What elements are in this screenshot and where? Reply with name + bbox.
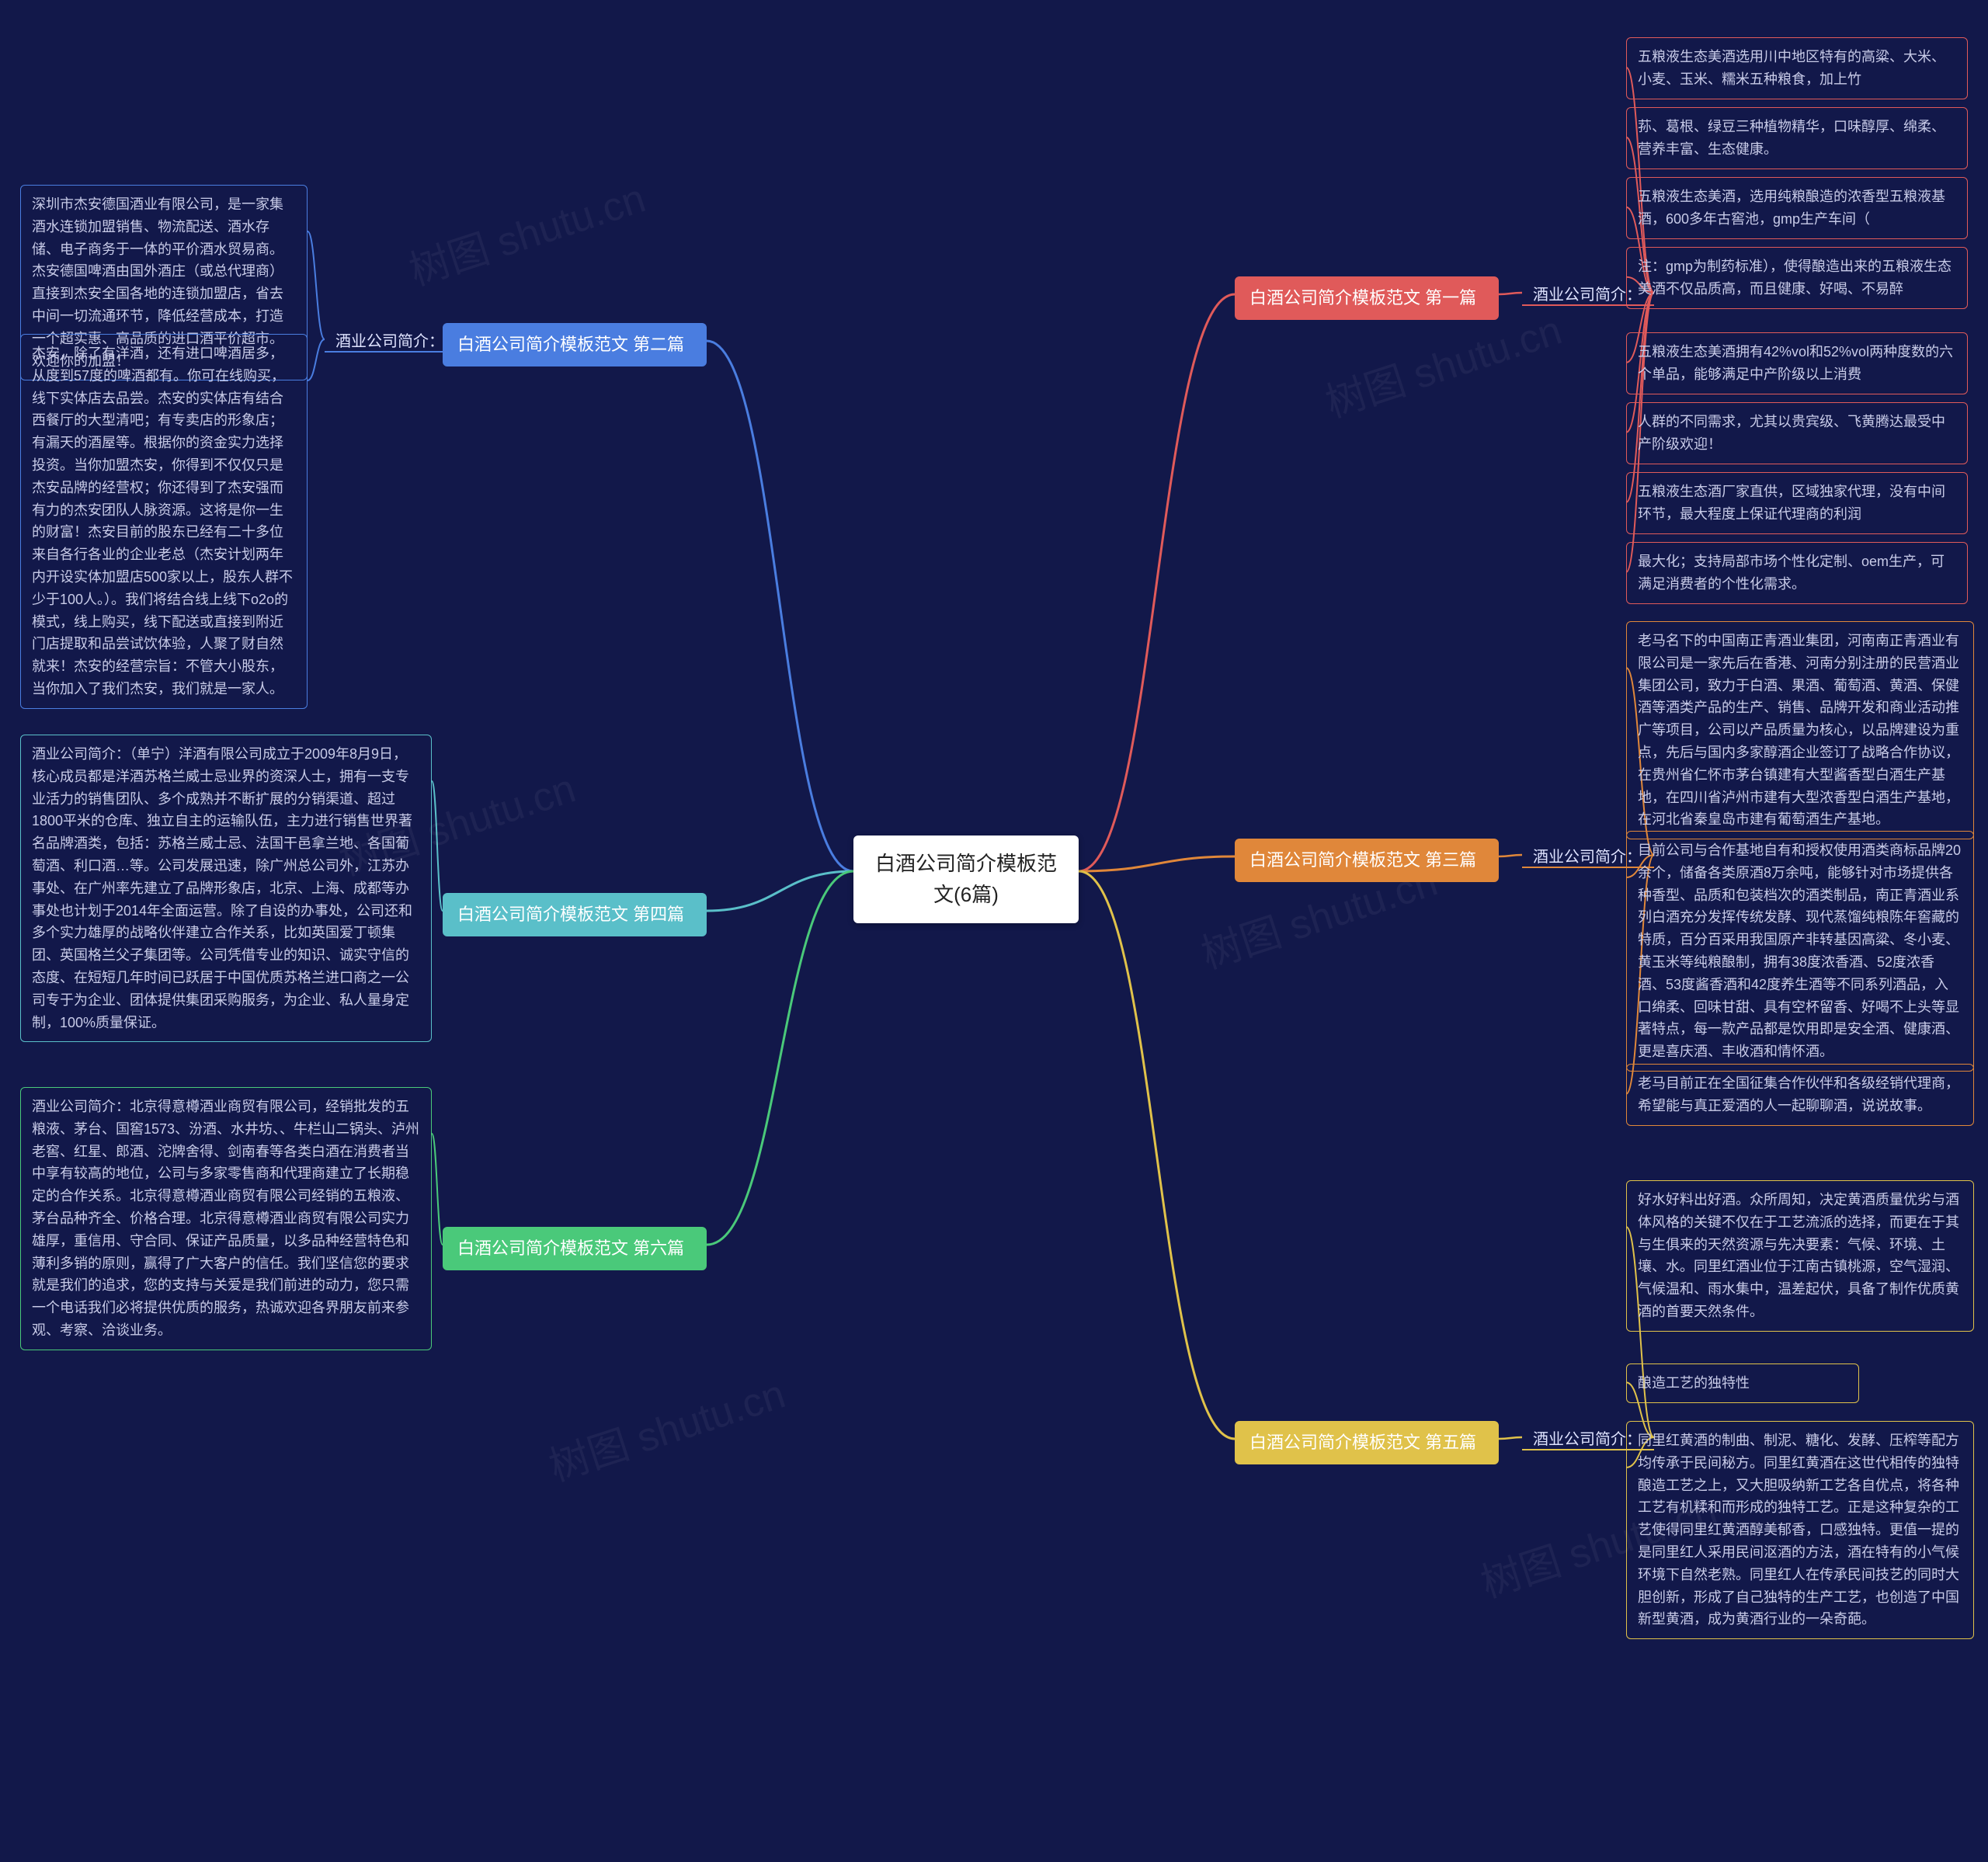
leaf-node: 五粮液生态美酒拥有42%vol和52%vol两种度数的六个单品，能够满足中产阶级… — [1626, 332, 1968, 394]
branch-node: 白酒公司简介模板范文 第六篇 — [443, 1227, 707, 1270]
leaf-node: 老马名下的中国南正青酒业集团，河南南正青酒业有限公司是一家先后在香港、河南分别注… — [1626, 621, 1974, 839]
leaf-node: 注：gmp为制药标准），使得酿造出来的五粮液生态美酒不仅品质高，而且健康、好喝、… — [1626, 247, 1968, 309]
leaf-node: 五粮液生态酒厂家直供，区域独家代理，没有中间环节，最大程度上保证代理商的利润 — [1626, 472, 1968, 534]
leaf-node: 人群的不同需求，尤其以贵宾级、飞黄腾达最受中产阶级欢迎！ — [1626, 402, 1968, 464]
watermark: 树图 shutu.cn — [540, 1361, 791, 1492]
leaf-node: 酒业公司简介：北京得意樽酒业商贸有限公司，经销批发的五粮液、茅台、国窖1573、… — [20, 1087, 432, 1350]
branch-node: 白酒公司简介模板范文 第一篇 — [1235, 276, 1499, 320]
leaf-node: 杰安，除了有洋酒，还有进口啤酒居多，从度到57度的啤酒都有。你可在线购买，线下实… — [20, 334, 308, 709]
leaf-node: 五粮液生态美酒，选用纯粮酿造的浓香型五粮液基酒，600多年古窖池，gmp生产车间… — [1626, 177, 1968, 239]
branch-node: 白酒公司简介模板范文 第二篇 — [443, 323, 707, 366]
center-node: 白酒公司简介模板范文(6篇) — [853, 835, 1079, 923]
branch-node: 白酒公司简介模板范文 第五篇 — [1235, 1421, 1499, 1464]
branch-node: 白酒公司简介模板范文 第四篇 — [443, 893, 707, 936]
leaf-node: 目前公司与合作基地自有和授权使用酒类商标品牌20余个，储备各类原酒8万余吨，能够… — [1626, 831, 1974, 1072]
watermark: 树图 shutu.cn — [401, 165, 652, 297]
leaf-node: 五粮液生态美酒选用川中地区特有的高粱、大米、小麦、玉米、糯米五种粮食，加上竹 — [1626, 37, 1968, 99]
leaf-node: 最大化；支持局部市场个性化定制、oem生产，可满足消费者的个性化需求。 — [1626, 542, 1968, 604]
leaf-node: 同里红黄酒的制曲、制泥、糖化、发酵、压榨等配方均传承于民间秘方。同里红黄酒在这世… — [1626, 1421, 1974, 1639]
leaf-node: 酿造工艺的独特性 — [1626, 1363, 1859, 1403]
leaf-node: 好水好料出好酒。众所周知，决定黄酒质量优劣与酒体风格的关键不仅在于工艺流派的选择… — [1626, 1180, 1974, 1332]
leaf-node: 老马目前正在全国征集合作伙伴和各级经销代理商，希望能与真正爱酒的人一起聊聊酒，说… — [1626, 1064, 1974, 1126]
sub-node: 酒业公司简介： — [325, 325, 455, 359]
leaf-node: 荪、葛根、绿豆三种植物精华，口味醇厚、绵柔、营养丰富、生态健康。 — [1626, 107, 1968, 169]
branch-node: 白酒公司简介模板范文 第三篇 — [1235, 839, 1499, 882]
leaf-node: 酒业公司简介：（单宁）洋酒有限公司成立于2009年8月9日，核心成员都是洋酒苏格… — [20, 735, 432, 1042]
